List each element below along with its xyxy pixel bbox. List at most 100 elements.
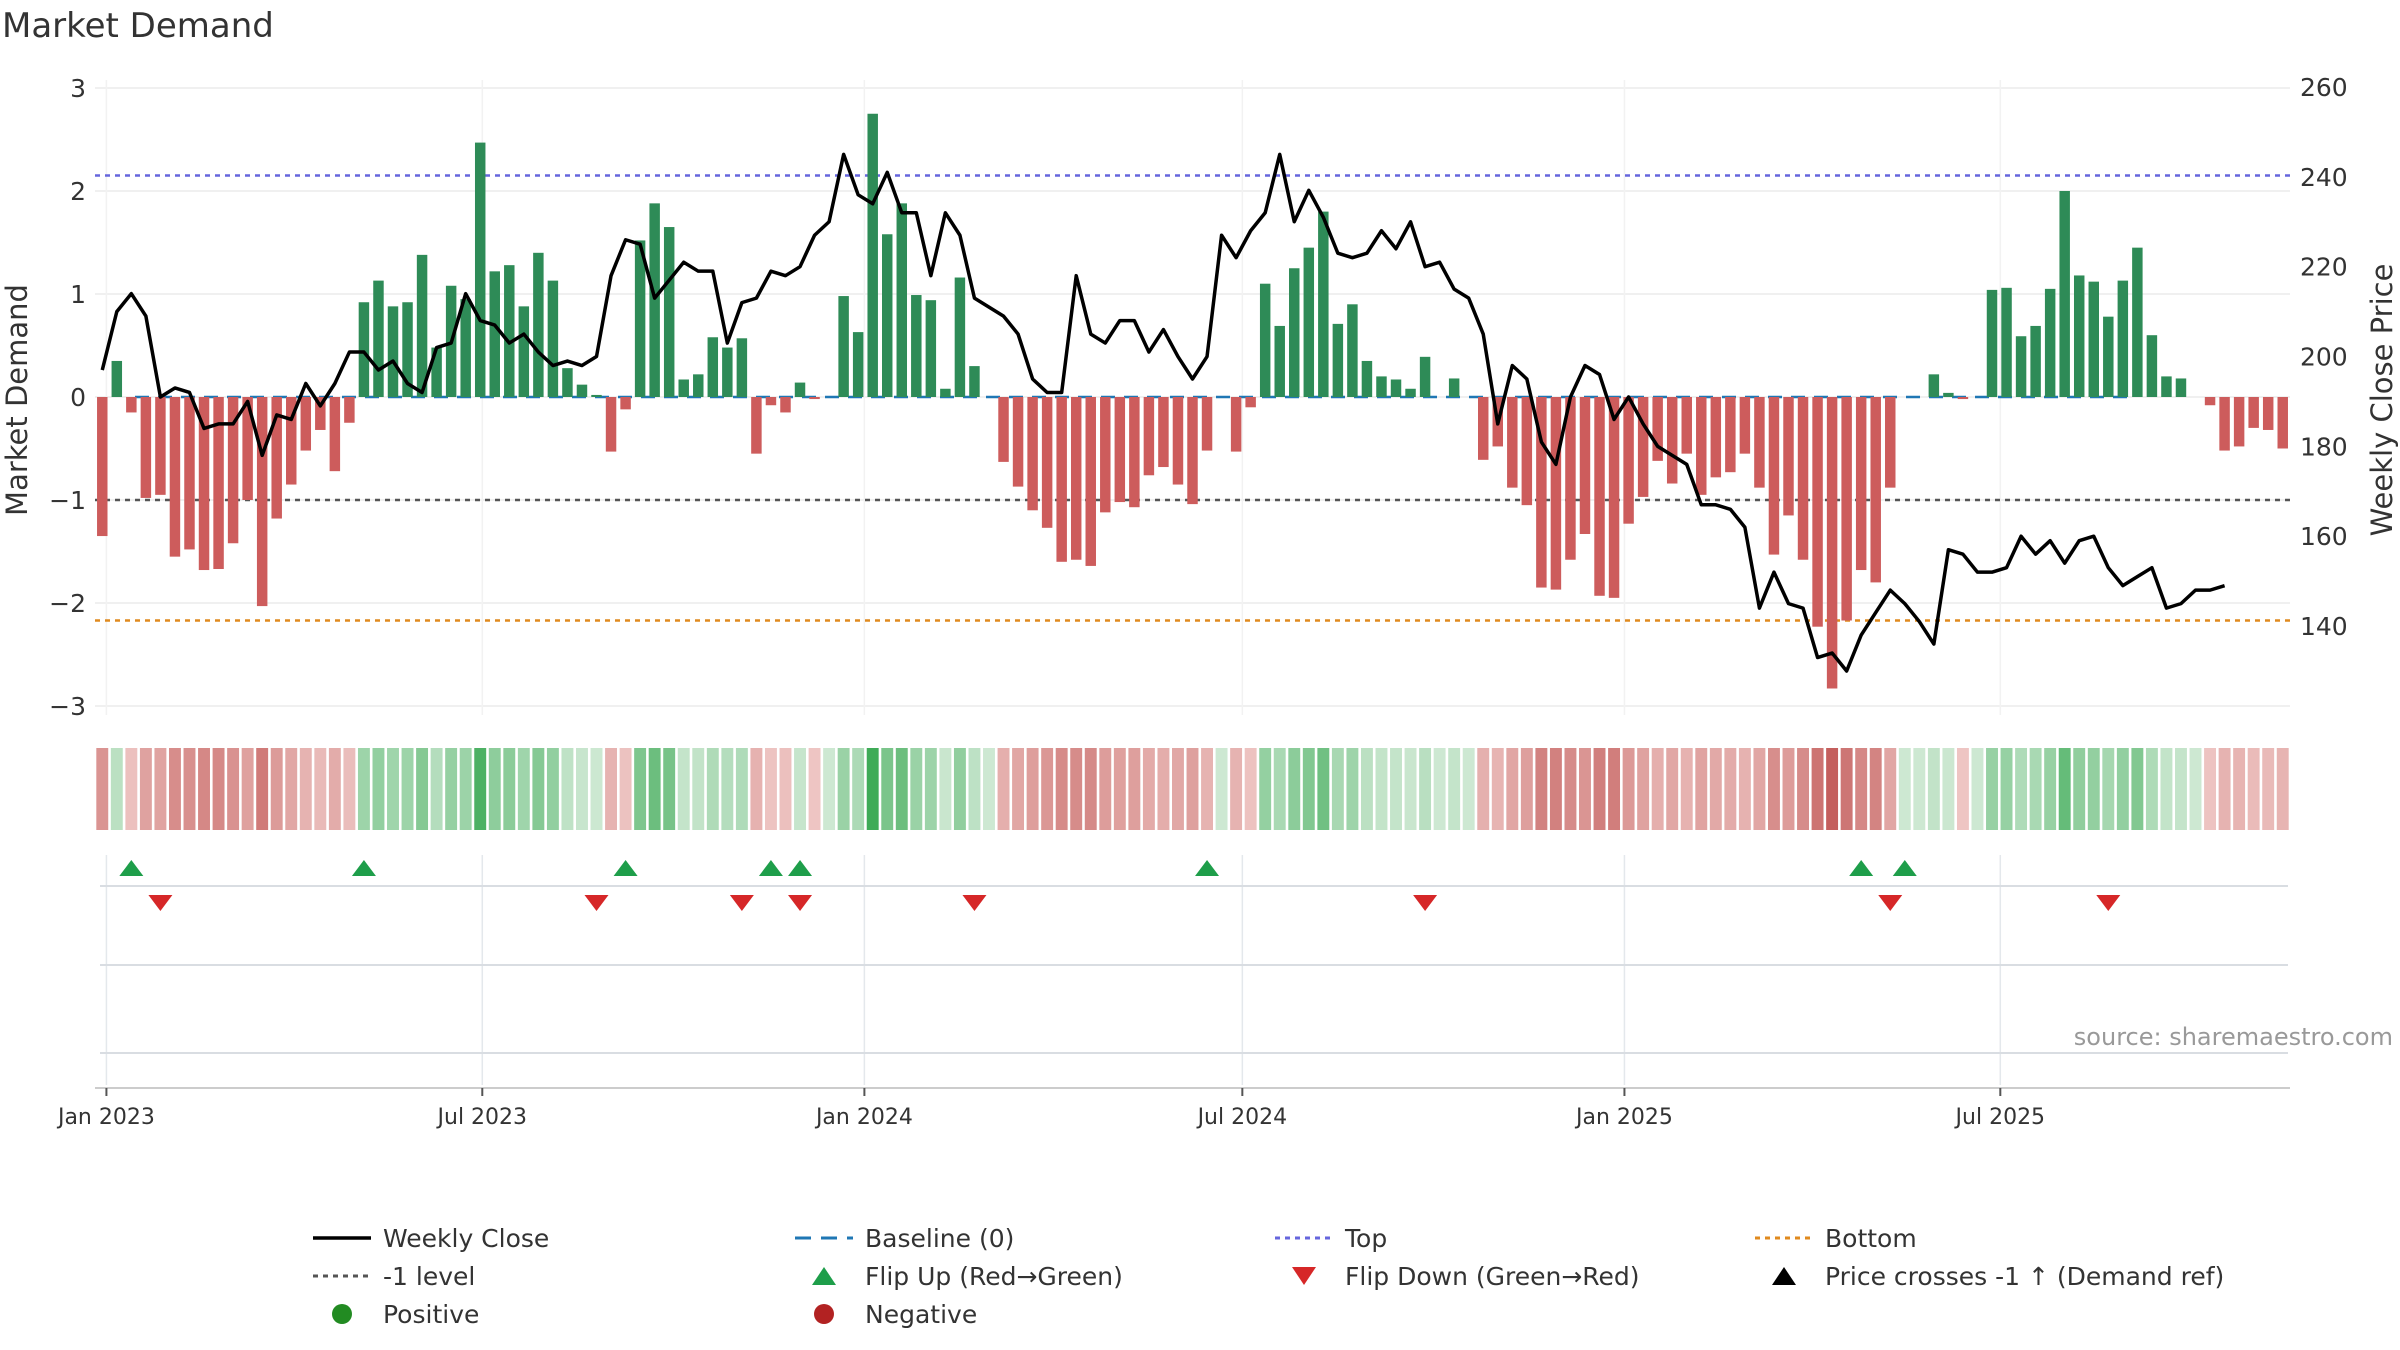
demand-strip-cell — [619, 748, 632, 830]
demand-strip-cell — [1433, 748, 1446, 830]
demand-bar — [1594, 397, 1605, 596]
demand-strip-cell — [1913, 748, 1926, 830]
demand-bar — [1158, 397, 1169, 468]
demand-bar — [1332, 323, 1344, 397]
demand-strip-cell — [1680, 748, 1693, 830]
demand-strip-cell — [2015, 748, 2028, 830]
demand-bar — [1797, 397, 1809, 560]
y2-tick-label: 220 — [2300, 253, 2348, 282]
demand-strip-cell — [1302, 748, 1315, 830]
demand-bar — [693, 374, 704, 397]
demand-bar — [315, 397, 326, 430]
demand-bar — [1143, 397, 1155, 476]
flip-up-marker — [758, 860, 783, 876]
demand-bar — [2248, 397, 2259, 428]
flip-up-marker — [613, 860, 638, 876]
demand-bar — [1318, 211, 1329, 397]
demand-strip-cell — [110, 748, 123, 830]
demand-strip-cell — [2262, 748, 2275, 830]
demand-bar — [198, 397, 210, 571]
y-tick-label: −2 — [49, 589, 86, 618]
demand-bar — [1579, 397, 1591, 534]
demand-strip-cell — [1695, 748, 1708, 830]
demand-strip-cell — [2247, 748, 2260, 830]
demand-strip-cell — [1724, 748, 1737, 830]
demand-bar — [2132, 247, 2143, 397]
demand-strip-cell — [677, 748, 690, 830]
legend-dot-icon — [814, 1304, 834, 1324]
legend-label: Negative — [865, 1300, 977, 1329]
demand-bar — [1187, 397, 1198, 505]
demand-strip-cell — [2233, 748, 2246, 830]
demand-strip-cell — [1360, 748, 1373, 830]
demand-strip-cell — [764, 748, 777, 830]
demand-bar — [111, 360, 123, 397]
weekly-close-line — [100, 152, 2226, 673]
demand-strip-cell — [576, 748, 588, 830]
demand-strip-cell — [474, 748, 487, 830]
demand-strip-cell — [1826, 748, 1839, 830]
demand-bar — [2219, 397, 2230, 451]
demand-bar — [1565, 397, 1576, 560]
demand-strip-cell — [372, 748, 385, 830]
demand-strip-cell — [546, 748, 559, 830]
demand-bar — [867, 113, 878, 397]
demand-strip-cell — [416, 748, 429, 830]
demand-strip-cell — [1971, 748, 1984, 830]
demand-bar — [2161, 376, 2172, 397]
demand-bar — [1521, 397, 1533, 506]
demand-strip-cell — [605, 748, 617, 830]
demand-strip-cell — [343, 748, 356, 830]
y2-tick-label: 180 — [2300, 432, 2348, 461]
demand-bar — [1608, 397, 1620, 598]
x-tick-label: Jul 2025 — [1954, 1105, 2046, 1130]
demand-strip-cell — [648, 748, 661, 830]
legend-triangle-up-icon — [1772, 1267, 1796, 1285]
flip-down-marker — [584, 895, 609, 911]
demand-bar — [2233, 397, 2245, 447]
demand-strip-cell — [1753, 748, 1766, 830]
demand-bar — [1768, 397, 1780, 555]
flip-down-marker — [148, 895, 173, 911]
demand-strip-cell — [939, 748, 952, 830]
demand-strip-cell — [1927, 748, 1940, 830]
flip-up-marker — [1892, 860, 1917, 876]
demand-strip-cell — [1462, 748, 1475, 830]
demand-bar — [169, 397, 181, 557]
demand-bar — [1012, 397, 1024, 487]
demand-strip-cell — [1898, 748, 1911, 830]
demand-strip-cell — [1273, 748, 1286, 830]
demand-strip-cell — [2276, 748, 2289, 830]
demand-strip-cell — [1157, 748, 1170, 830]
demand-strip-cell — [823, 748, 836, 830]
demand-strip-cell — [1201, 748, 1213, 830]
demand-strip-cell — [1564, 748, 1577, 830]
flip-up-marker — [1195, 860, 1220, 876]
demand-bar — [402, 302, 413, 397]
demand-bar — [1928, 374, 1940, 397]
demand-strip-cell — [1448, 748, 1461, 830]
demand-bar — [649, 203, 660, 397]
demand-strip-cell — [503, 748, 516, 830]
demand-bar — [838, 296, 849, 397]
demand-bar — [1289, 268, 1300, 397]
demand-bar — [344, 397, 355, 423]
demand-strip-cell — [168, 748, 181, 830]
demand-strip-cell — [590, 748, 603, 830]
demand-bar — [1419, 356, 1431, 397]
demand-strip-cell — [1840, 748, 1853, 830]
flip-up-marker — [788, 860, 813, 876]
demand-bar — [1725, 397, 1736, 473]
demand-bar — [2103, 316, 2114, 397]
demand-strip-cell — [212, 748, 225, 830]
demand-bar — [736, 338, 748, 397]
demand-bar — [1855, 397, 1867, 571]
demand-bar — [416, 254, 428, 397]
demand-bar — [1754, 397, 1765, 488]
demand-strip-cell — [256, 748, 269, 830]
demand-strip-cell — [1259, 748, 1272, 830]
demand-bar — [1448, 378, 1460, 397]
demand-bar — [1536, 397, 1547, 588]
legend-label: Flip Up (Red→Green) — [865, 1262, 1123, 1291]
